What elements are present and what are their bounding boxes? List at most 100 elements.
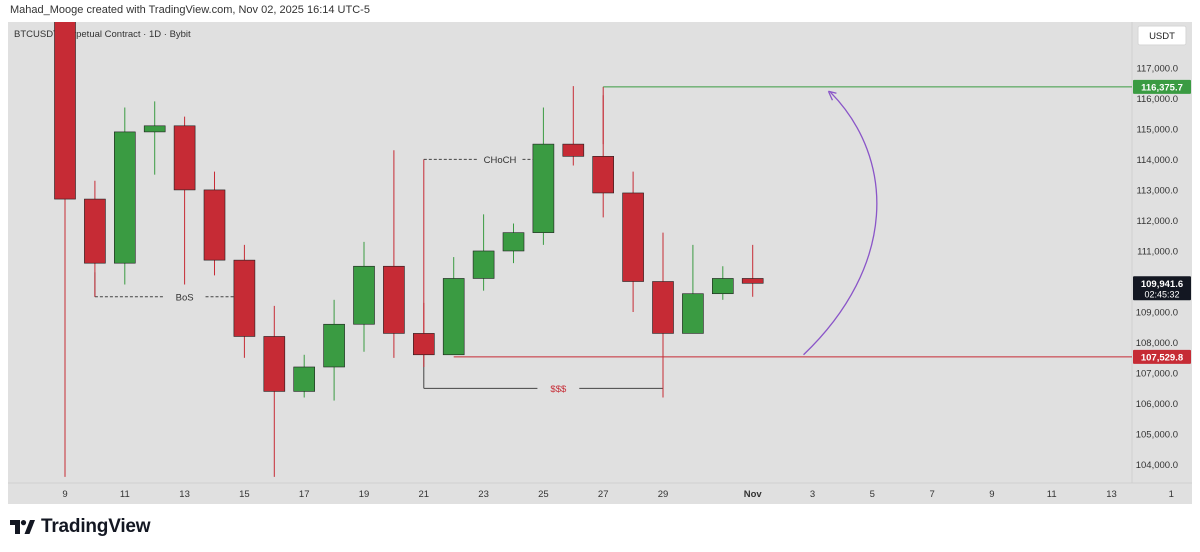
candle	[472, 214, 495, 291]
candle-body	[143, 125, 166, 133]
symbol-title: BTCUSDT Perpetual Contract · 1D · Bybit	[14, 29, 191, 40]
candle	[652, 232, 674, 398]
candle	[114, 107, 136, 285]
candle	[592, 95, 615, 218]
choch-label: CHoCH	[484, 155, 517, 166]
time-tick-label: 27	[598, 489, 609, 500]
candle	[143, 101, 166, 175]
price-tick-label: 114,000.0	[1136, 155, 1178, 166]
price-tag	[1133, 349, 1191, 364]
candle-body	[263, 336, 286, 392]
candle	[263, 305, 286, 477]
currency-label: USDT	[1149, 31, 1175, 42]
time-axis-labels[interactable]: 9 11 13 15 17 19 21 23 25 27 29 Nov 3 5 7 9 11 13 1	[62, 489, 1174, 500]
price-axis-background	[1132, 22, 1192, 483]
time-tick-label: 9	[989, 489, 994, 500]
price-tick-label: 117,000.0	[1136, 63, 1178, 74]
time-tick-label: Nov	[744, 489, 763, 500]
time-tick-label: 21	[419, 489, 430, 500]
candle-body	[622, 192, 644, 282]
candle	[682, 244, 704, 334]
candle-body	[233, 259, 256, 337]
price-tick-label: 104,000.0	[1136, 460, 1178, 471]
candle-body	[353, 265, 375, 325]
price-tag-label: 107,529.8	[1141, 352, 1183, 363]
candle	[54, 0, 76, 477]
countdown-label: 02:45:32	[1144, 289, 1179, 299]
candle-body	[54, 0, 76, 200]
chart-frame[interactable]: BTCUSDT Perpetual Contract · 1D · Bybit …	[8, 0, 1192, 504]
candle-body	[472, 250, 495, 279]
candle-body	[84, 198, 106, 264]
candle-body	[173, 125, 196, 191]
tradingview-brand: TradingView	[41, 516, 151, 537]
candle-body	[592, 156, 615, 194]
candle	[622, 171, 644, 313]
candle	[741, 244, 764, 297]
candle	[383, 150, 405, 358]
drawings-layer: BoS CHoCH $$$	[94, 86, 1132, 395]
time-tick-label: 1	[1169, 489, 1174, 500]
liquidity-label: $$$	[550, 384, 567, 395]
tradingview-logo-icon	[10, 520, 35, 534]
time-tick-label: 25	[538, 489, 549, 500]
candle	[84, 180, 106, 297]
bos-label: BoS	[176, 292, 194, 303]
candle-body	[741, 278, 764, 284]
candle	[562, 86, 585, 166]
time-tick-label: 29	[658, 489, 669, 500]
projection-arrowhead	[827, 90, 837, 101]
time-tick-label: 13	[179, 489, 190, 500]
projection-arrow	[803, 91, 878, 356]
price-tick-label: 115,000.0	[1136, 124, 1178, 135]
price-tick-label: 108,000.0	[1136, 338, 1178, 349]
price-tick-label: 112,000.0	[1136, 216, 1178, 227]
candle	[173, 116, 196, 285]
candle	[353, 241, 375, 352]
price-tick-label: 109,000.0	[1136, 308, 1178, 319]
time-tick-label: 19	[359, 489, 370, 500]
time-tick-label: 5	[870, 489, 875, 500]
plot-background	[8, 22, 1132, 483]
candle	[233, 244, 256, 358]
candle	[532, 107, 555, 245]
price-tag-label: 116,375.7	[1141, 82, 1183, 93]
time-tick-label: 11	[120, 489, 130, 500]
candle-body	[203, 189, 226, 261]
price-tag	[1133, 79, 1191, 94]
time-axis-background	[8, 483, 1192, 504]
time-tick-label: 17	[299, 489, 310, 500]
time-tick-label: 23	[478, 489, 489, 500]
time-tick-label: 15	[239, 489, 250, 500]
candle	[711, 266, 734, 300]
candle-body	[293, 366, 316, 392]
time-tick-label: 9	[62, 489, 67, 500]
candle	[502, 223, 525, 264]
price-tag-label: 109,941.6	[1141, 279, 1183, 290]
candle-body	[562, 143, 585, 157]
price-tag	[1133, 276, 1191, 301]
time-tick-label: 7	[929, 489, 934, 500]
candle-body	[412, 333, 435, 356]
time-tick-label: 13	[1106, 489, 1117, 500]
candle-body	[652, 281, 674, 334]
price-tick-label: 107,000.0	[1136, 369, 1178, 380]
tradingview-logo[interactable]: TradingView	[10, 516, 151, 538]
candle-body	[323, 323, 345, 368]
candle-body	[532, 143, 555, 233]
candle	[412, 302, 435, 367]
chart-credit: Mahad_Mooge created with TradingView.com…	[10, 4, 370, 16]
price-tick-label: 106,000.0	[1136, 399, 1178, 410]
price-chart[interactable]: BTCUSDT Perpetual Contract · 1D · Bybit …	[8, 0, 1192, 504]
candle	[203, 171, 226, 276]
price-tick-label: 116,000.0	[1136, 94, 1178, 105]
time-tick-label: 11	[1047, 489, 1057, 500]
candle	[293, 354, 316, 398]
currency-button-bg	[1137, 25, 1187, 46]
time-tick-label: 3	[810, 489, 815, 500]
currency-button[interactable]: USDT	[1137, 25, 1187, 46]
candle	[442, 257, 465, 356]
candle-body	[682, 293, 704, 334]
candle-body	[383, 265, 405, 334]
candle-body	[502, 232, 525, 252]
